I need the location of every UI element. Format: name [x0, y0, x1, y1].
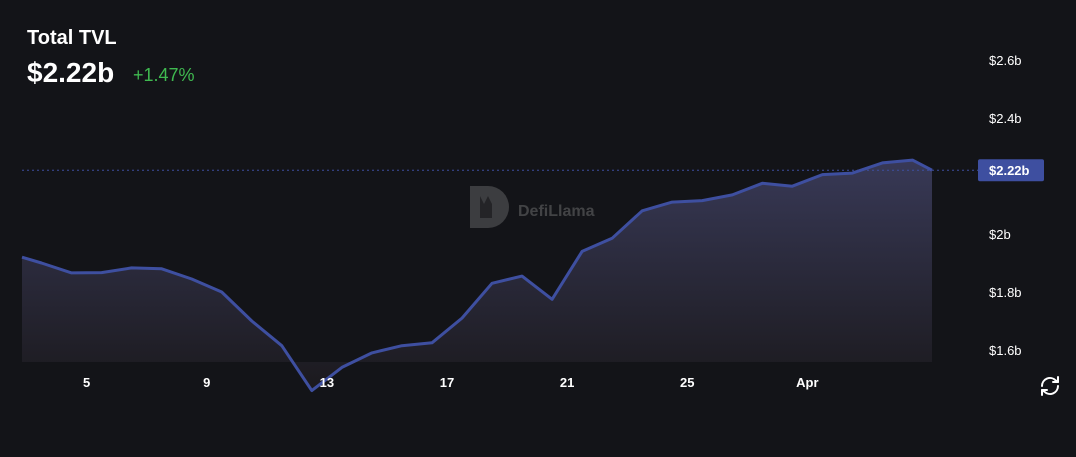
area-fill	[22, 160, 932, 391]
tvl-value: $2.22b	[27, 57, 115, 88]
x-tick-label: Apr	[796, 375, 818, 390]
y-tick-label: $1.6b	[989, 343, 1022, 358]
x-tick-label: 13	[320, 375, 334, 390]
series-line	[21, 158, 933, 393]
y-tick-label: $2.6b	[989, 53, 1022, 68]
x-tick-label: 5	[83, 375, 90, 390]
watermark-text: DefiLlama	[518, 203, 595, 220]
x-tick-label: 9	[203, 375, 210, 390]
current-value-label: $2.22b	[989, 163, 1030, 178]
y-axis: $1.6b $1.8b $2b $2.4b $2.6b	[989, 53, 1022, 358]
y-tick-label: $2.4b	[989, 111, 1022, 126]
watermark: DefiLlama	[470, 186, 595, 228]
y-tick-label: $2b	[989, 227, 1011, 242]
x-tick-label: 25	[680, 375, 694, 390]
x-tick-label: 17	[440, 375, 454, 390]
x-tick-label: 21	[560, 375, 574, 390]
defillama-logo-icon	[470, 186, 509, 228]
x-axis: 5 9 13 17 21 25 Apr	[83, 375, 819, 390]
y-tick-label: $1.8b	[989, 285, 1022, 300]
tvl-change-percent: +1.47%	[133, 65, 195, 85]
chart-title: Total TVL	[27, 27, 117, 49]
refresh-icon[interactable]	[1038, 374, 1062, 398]
current-value-badge: $2.22b	[978, 159, 1044, 182]
